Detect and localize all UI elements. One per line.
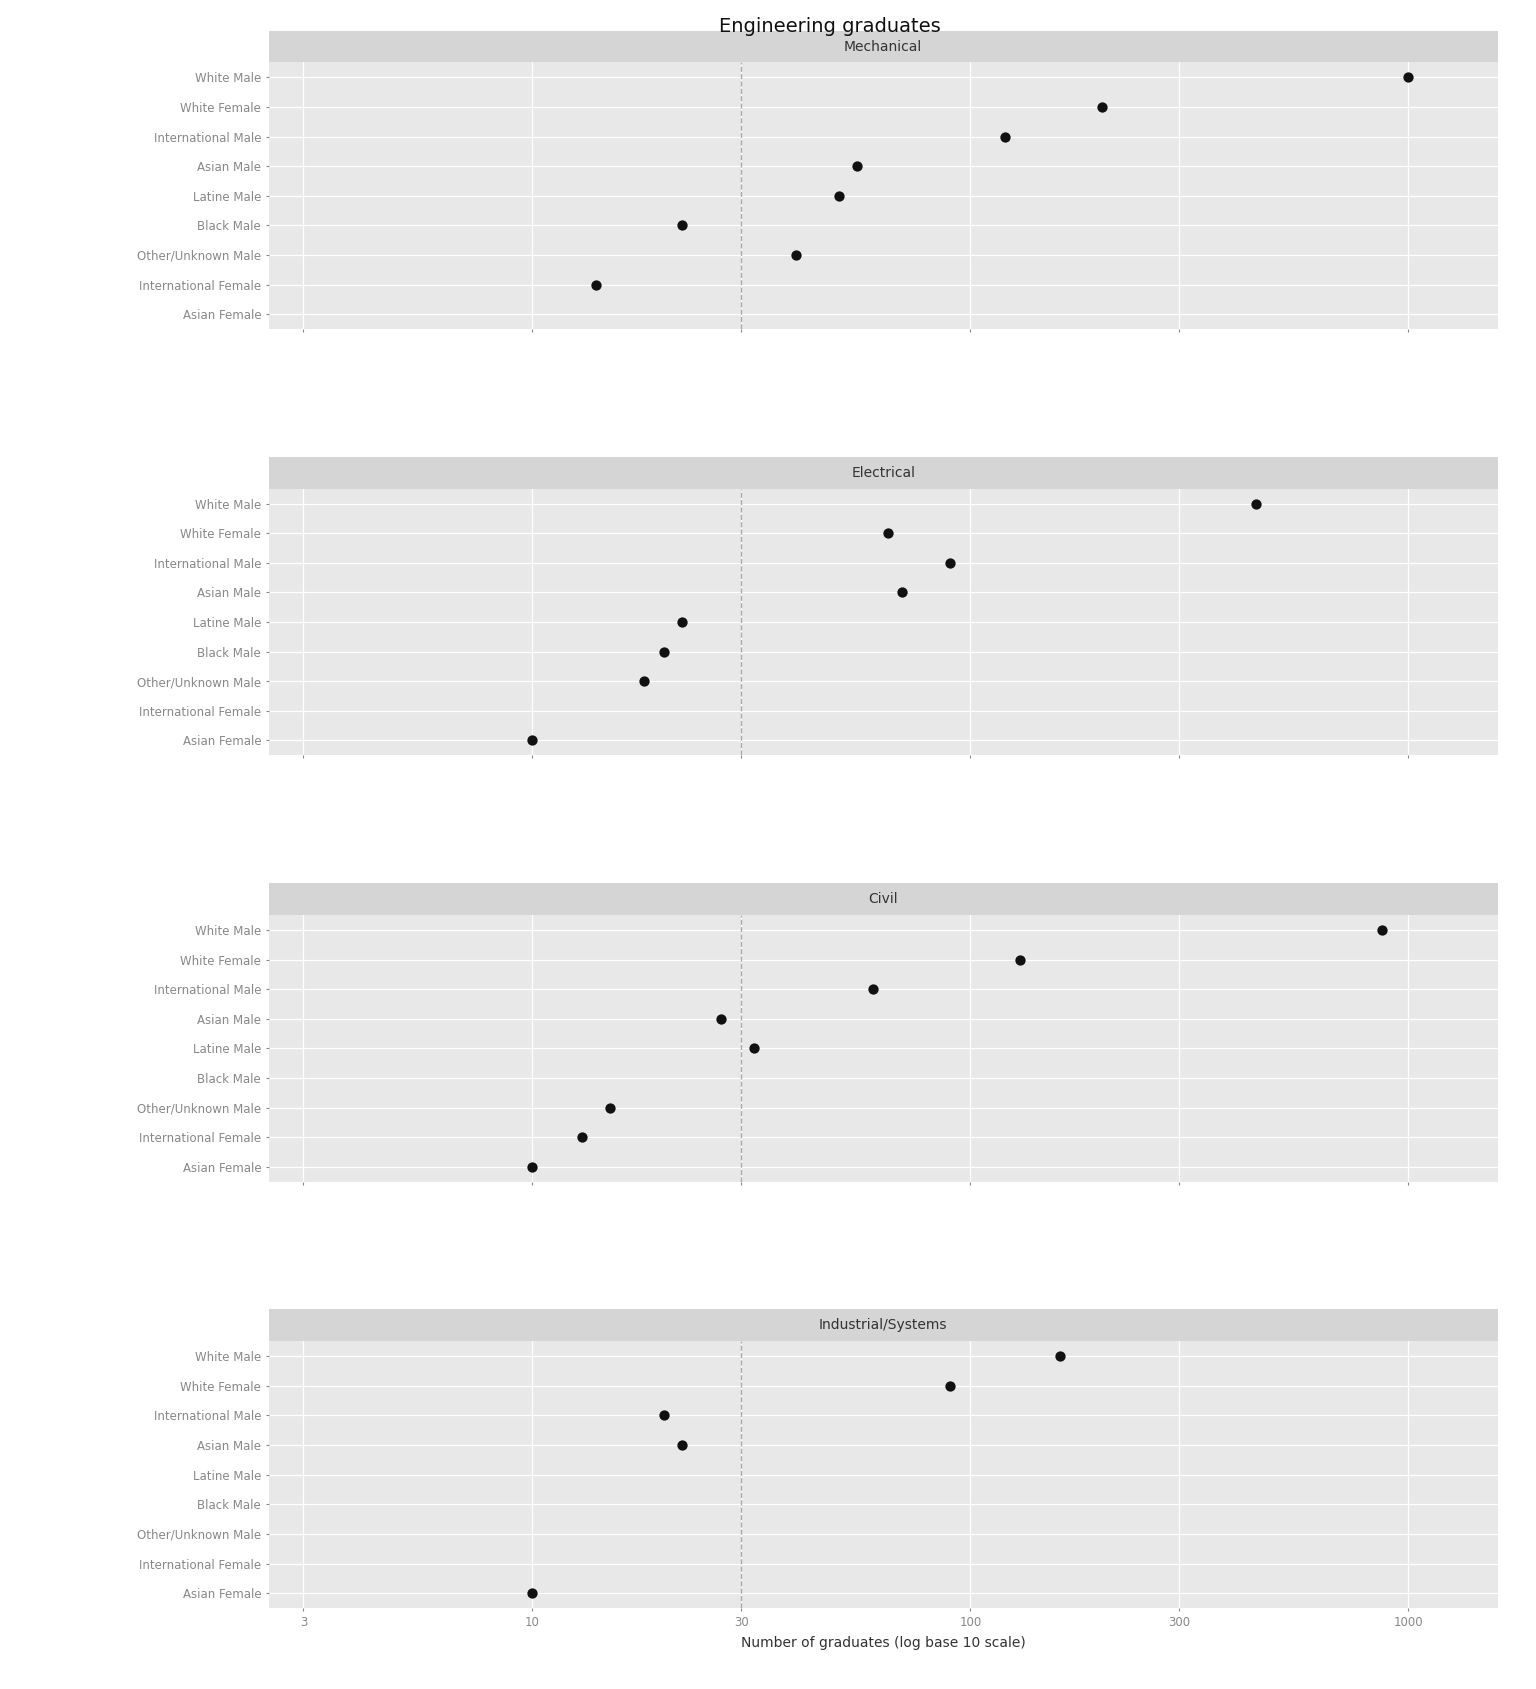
Text: Mechanical: Mechanical [845, 39, 922, 54]
Point [891, 579, 915, 606]
Point [860, 976, 885, 1003]
FancyBboxPatch shape [269, 30, 1498, 62]
Point [521, 1154, 545, 1181]
Point [1048, 1343, 1072, 1370]
Point [826, 182, 851, 209]
Point [521, 1579, 545, 1606]
Point [670, 608, 694, 635]
Point [938, 1373, 963, 1400]
Point [670, 211, 694, 238]
Point [570, 1123, 594, 1150]
Point [584, 270, 608, 297]
Point [876, 520, 900, 547]
Text: Engineering graduates: Engineering graduates [719, 17, 940, 35]
Point [598, 1094, 622, 1121]
Point [1244, 490, 1269, 517]
Point [631, 667, 656, 694]
FancyBboxPatch shape [269, 456, 1498, 488]
Point [651, 1402, 676, 1429]
Point [742, 1035, 766, 1062]
Point [1396, 64, 1421, 91]
FancyBboxPatch shape [269, 1309, 1498, 1341]
Point [1008, 946, 1032, 973]
Point [783, 242, 808, 269]
Point [710, 1005, 734, 1032]
Point [651, 638, 676, 665]
Point [992, 123, 1017, 150]
Point [938, 549, 963, 576]
Point [1370, 917, 1395, 944]
Point [845, 152, 869, 179]
Point [1091, 93, 1115, 120]
Text: Industrial/Systems: Industrial/Systems [819, 1319, 948, 1333]
Text: Civil: Civil [868, 892, 899, 907]
Point [521, 726, 545, 753]
Point [670, 1432, 694, 1459]
FancyBboxPatch shape [269, 883, 1498, 915]
X-axis label: Number of graduates (log base 10 scale): Number of graduates (log base 10 scale) [740, 1635, 1026, 1650]
Text: Electrical: Electrical [851, 466, 915, 480]
